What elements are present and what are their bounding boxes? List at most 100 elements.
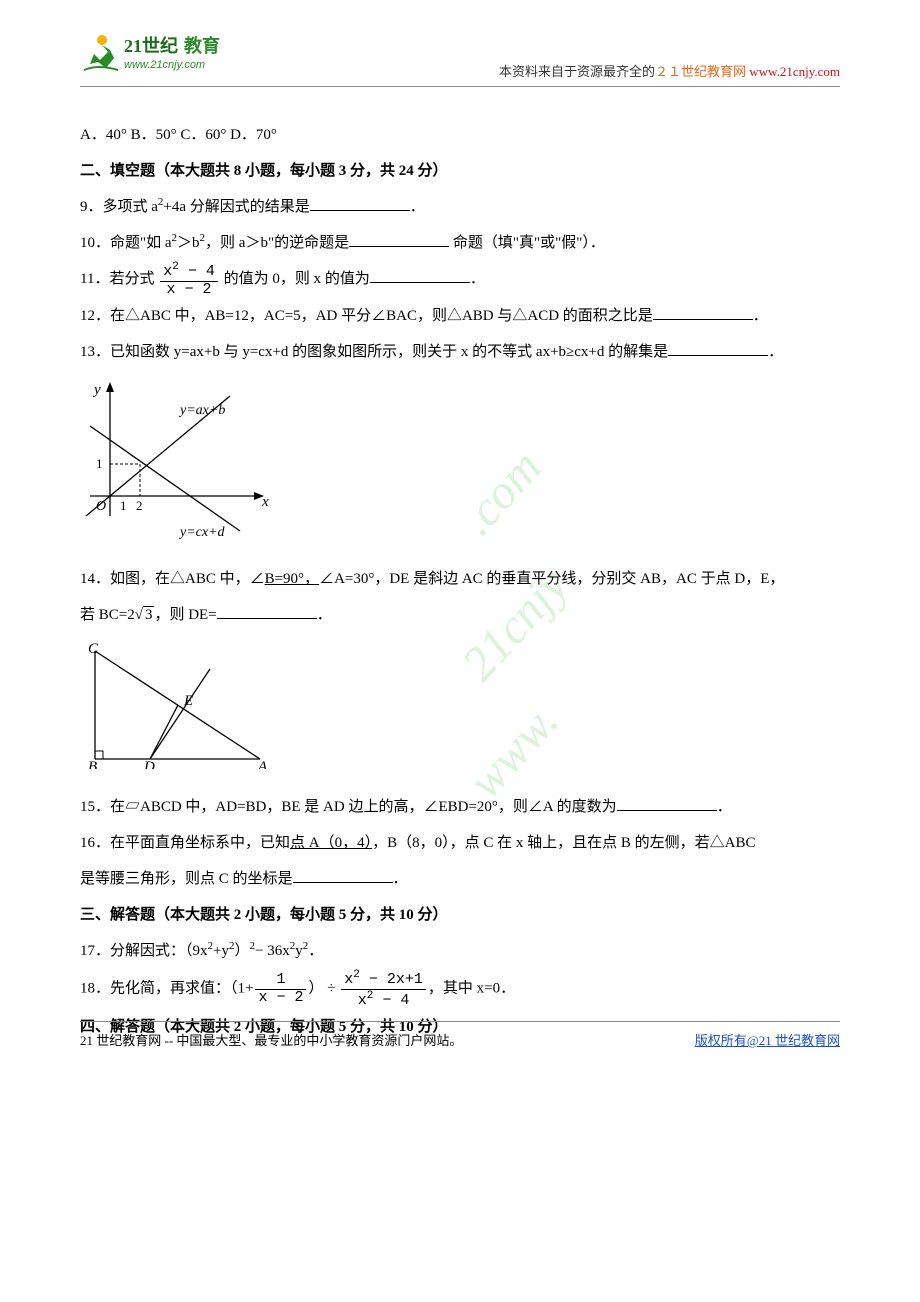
q18-c: ，其中 x=0． bbox=[428, 981, 515, 997]
q16-blank bbox=[293, 868, 393, 883]
header-site-name: ２１世纪教育网 bbox=[655, 64, 746, 79]
fig13-O: O bbox=[96, 499, 106, 514]
q12-blank bbox=[653, 305, 753, 320]
q11-num-rest: − 4 bbox=[179, 263, 215, 280]
q18-f2d-b: − 4 bbox=[373, 992, 409, 1009]
q17-a: 17．分解因式：（9x bbox=[80, 943, 208, 959]
fig13-lab1: y=ax+b bbox=[178, 403, 225, 418]
logo-icon: 21世纪 教育 www.21cnjy.com bbox=[80, 30, 240, 80]
document-body: A．40° B．50° C．60° D．70° 二、填空题（本大题共 8 小题，… bbox=[80, 117, 840, 1045]
q18-f2n-a: x bbox=[344, 971, 353, 988]
fig13-lab2: y=cx+d bbox=[178, 525, 226, 540]
svg-text:www.21cnjy.com: www.21cnjy.com bbox=[124, 59, 205, 71]
q17-b: +y bbox=[213, 943, 229, 959]
q17-c: ） bbox=[234, 943, 249, 959]
q11-blank bbox=[370, 268, 470, 283]
question-16-line1: 16．在平面直角坐标系中，已知点 A（0，4），B（8，0），点 C 在 x 轴… bbox=[80, 825, 840, 861]
q18-f2d-a: x bbox=[358, 992, 367, 1009]
q10-c: ，则 a＞b"的逆命题是 bbox=[205, 235, 349, 251]
question-9: 9．多项式 a2+4a 分解因式的结果是． bbox=[80, 189, 840, 225]
q11-den: x − 2 bbox=[160, 282, 218, 299]
q11-b: 的值为 0，则 x 的值为 bbox=[224, 271, 370, 287]
question-14-line1: 14．如图，在△ABC 中，∠B=90°，∠A=30°，DE 是斜边 AC 的垂… bbox=[80, 561, 840, 597]
svg-text:A: A bbox=[257, 759, 268, 769]
q13-blank bbox=[668, 341, 768, 356]
question-18: 18．先化简，再求值：（1+1x − 2） ÷ x2 − 2x+1x2 − 4，… bbox=[80, 969, 840, 1009]
site-logo: 21世纪 教育 www.21cnjy.com bbox=[80, 30, 240, 80]
q14-a: 14．如图，在△ABC 中，∠ bbox=[80, 571, 265, 587]
q10-blank bbox=[349, 232, 449, 247]
q16-b: ，B（8，0），点 C 在 x 轴上，且在点 B 的左侧，若△ABC bbox=[372, 835, 755, 851]
q11-num-x: x bbox=[163, 263, 172, 280]
svg-text:C: C bbox=[88, 641, 99, 657]
header-source-text: 本资料来自于资源最齐全的２１世纪教育网 www.21cnjy.com bbox=[240, 61, 840, 80]
figure-q13: y x 1 1 2 O y=ax+b y=cx+d bbox=[80, 376, 840, 555]
header-site-url: www.21cnjy.com bbox=[746, 64, 840, 79]
q9-blank bbox=[310, 196, 410, 211]
question-14-line2: 若 BC=2√3，则 DE= ． bbox=[80, 597, 840, 633]
q18-b: ） ÷ bbox=[308, 981, 339, 997]
q18-a: 18．先化简，再求值：（1+ bbox=[80, 981, 253, 997]
q10-b: ＞b bbox=[177, 235, 200, 251]
page-footer: 21 世纪教育网 -- 中国最大型、最专业的中小学教育资源门户网站。 版权所有@… bbox=[80, 1021, 840, 1049]
question-15: 15．在▱ABCD 中，AD=BD，BE 是 AD 边上的高，∠EBD=20°，… bbox=[80, 789, 840, 825]
svg-text:21世纪: 21世纪 bbox=[124, 35, 178, 56]
page-header: 21世纪 教育 www.21cnjy.com 本资料来自于资源最齐全的２１世纪教… bbox=[80, 30, 840, 87]
q9-part-b: +4a 分解因式的结果是 bbox=[163, 199, 309, 215]
svg-text:D: D bbox=[143, 759, 155, 769]
svg-text:E: E bbox=[183, 693, 193, 709]
question-11: 11．若分式 x2 − 4 x − 2 的值为 0，则 x 的值为 ． bbox=[80, 261, 840, 298]
q17-f: ． bbox=[308, 943, 323, 959]
q14-blank bbox=[217, 604, 317, 619]
fig13-y: y bbox=[92, 382, 101, 398]
q11-a: 11．若分式 bbox=[80, 271, 154, 287]
q15-a: 15．在▱ABCD 中，AD=BD，BE 是 AD 边上的高，∠EBD=20°，… bbox=[80, 799, 617, 815]
q14-c: 若 BC=2 bbox=[80, 607, 135, 623]
q18-f2n-b: − 2x+1 bbox=[360, 971, 423, 988]
footer-copyright-link[interactable]: 版权所有@21 世纪教育网 bbox=[695, 1030, 840, 1049]
q16-a: 16．在平面直角坐标系中，已知 bbox=[80, 835, 290, 851]
question-choices: A．40° B．50° C．60° D．70° bbox=[80, 117, 840, 153]
q17-e: y bbox=[295, 943, 303, 959]
q11-c: ． bbox=[470, 271, 485, 287]
q16-c: 是等腰三角形，则点 C 的坐标是 bbox=[80, 871, 293, 887]
figure-q14: C E B D A bbox=[80, 639, 840, 783]
q14-rad: 3 bbox=[143, 606, 155, 623]
q9-part-c: ． bbox=[410, 199, 425, 215]
question-16-line2: 是等腰三角形，则点 C 的坐标是 ． bbox=[80, 861, 840, 897]
q15-b: ． bbox=[717, 799, 732, 815]
q18-f1-num: 1 bbox=[255, 972, 306, 990]
q14-b: ∠A=30°，DE 是斜边 AC 的垂直平分线，分别交 AB，AC 于点 D，E… bbox=[319, 571, 784, 587]
q14-e: ，则 DE= bbox=[154, 607, 216, 623]
footer-left: 21 世纪教育网 -- 中国最大型、最专业的中小学教育资源门户网站。 bbox=[80, 1030, 462, 1049]
svg-text:教育: 教育 bbox=[184, 35, 220, 56]
q18-frac2: x2 − 2x+1x2 − 4 bbox=[341, 969, 426, 1009]
fig13-x: x bbox=[261, 494, 269, 510]
q13-b: ． bbox=[768, 344, 783, 360]
q11-fraction: x2 − 4 x − 2 bbox=[160, 261, 218, 298]
q13-a: 13．已知函数 y=ax+b 与 y=cx+d 的图象如图所示，则关于 x 的不… bbox=[80, 344, 668, 360]
svg-text:B: B bbox=[88, 759, 97, 769]
question-17: 17．分解因式：（9x2+y2）2− 36x2y2． bbox=[80, 933, 840, 969]
fig13-one: 1 bbox=[96, 456, 103, 471]
q10-d: 命题（填"真"或"假"）． bbox=[449, 235, 605, 251]
q17-d: − 36x bbox=[255, 943, 290, 959]
sqrt-3: √3 bbox=[135, 597, 155, 633]
q16-u: 点 A（0，4） bbox=[290, 835, 372, 851]
header-prefix: 本资料来自于资源最齐全的 bbox=[499, 64, 655, 79]
q15-blank bbox=[617, 796, 717, 811]
section2-title: 二、填空题（本大题共 8 小题，每小题 3 分，共 24 分） bbox=[80, 153, 840, 189]
q10-a: 10．命题"如 a bbox=[80, 235, 172, 251]
q16-d: ． bbox=[393, 871, 408, 887]
q18-frac1: 1x − 2 bbox=[255, 972, 306, 1006]
q14-f: ． bbox=[317, 607, 332, 623]
question-12: 12．在△ABC 中，AB=12，AC=5，AD 平分∠BAC，则△ABD 与△… bbox=[80, 298, 840, 334]
q14-u: B=90°， bbox=[265, 571, 319, 587]
q12-a: 12．在△ABC 中，AB=12，AC=5，AD 平分∠BAC，则△ABD 与△… bbox=[80, 308, 653, 324]
q12-b: ． bbox=[753, 308, 768, 324]
svg-text:1: 1 bbox=[120, 498, 127, 513]
q18-f1-den: x − 2 bbox=[255, 990, 306, 1007]
question-10: 10．命题"如 a2＞b2，则 a＞b"的逆命题是 命题（填"真"或"假"）． bbox=[80, 225, 840, 261]
question-13: 13．已知函数 y=ax+b 与 y=cx+d 的图象如图所示，则关于 x 的不… bbox=[80, 334, 840, 370]
fig13-two: 2 bbox=[136, 498, 143, 513]
